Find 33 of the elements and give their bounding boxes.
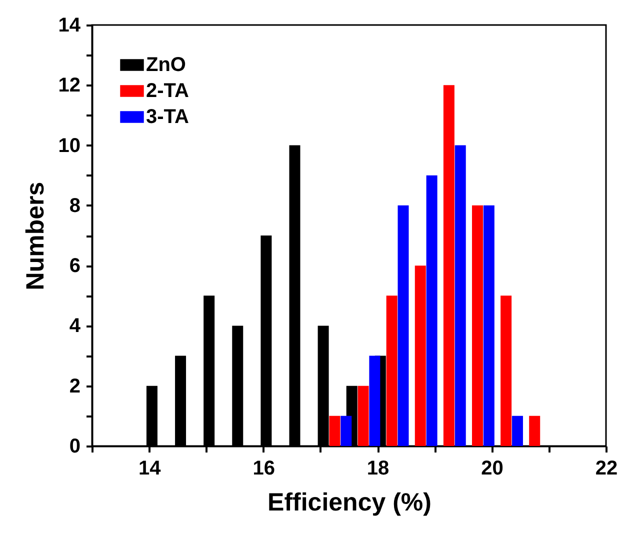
bar xyxy=(386,296,398,446)
y-tick-label: 0 xyxy=(69,436,80,458)
bar xyxy=(500,296,512,446)
bar xyxy=(529,416,540,446)
bar xyxy=(369,356,380,446)
y-tick-label: 14 xyxy=(58,14,82,36)
x-tick-label: 18 xyxy=(366,458,390,480)
legend-label: 3-TA xyxy=(146,106,189,128)
bar xyxy=(358,386,369,446)
y-tick-label: 8 xyxy=(69,194,80,217)
legend-label: ZnO xyxy=(146,54,186,76)
bar xyxy=(454,145,466,446)
y-tick-label: 4 xyxy=(69,315,82,338)
x-tick-label: 16 xyxy=(252,458,275,480)
y-tick-label: 10 xyxy=(58,134,80,157)
bar xyxy=(472,205,483,446)
x-tick-label: 14 xyxy=(138,458,162,480)
bar xyxy=(329,416,340,446)
bar xyxy=(483,205,494,446)
legend-label: 2-TA xyxy=(146,80,189,102)
y-tick-label: 12 xyxy=(58,74,80,97)
bar xyxy=(443,85,454,446)
y-tick-label: 2 xyxy=(69,375,80,398)
y-tick-label: 6 xyxy=(69,255,80,278)
bar xyxy=(512,416,523,446)
x-axis-title: Efficiency (%) xyxy=(268,488,432,516)
bar xyxy=(398,205,409,446)
bar xyxy=(426,175,438,446)
bar xyxy=(340,416,352,446)
bar xyxy=(414,266,426,446)
y-axis-title: Numbers xyxy=(21,182,50,290)
x-tick-label: 22 xyxy=(595,458,618,480)
x-tick-label: 20 xyxy=(481,458,504,480)
